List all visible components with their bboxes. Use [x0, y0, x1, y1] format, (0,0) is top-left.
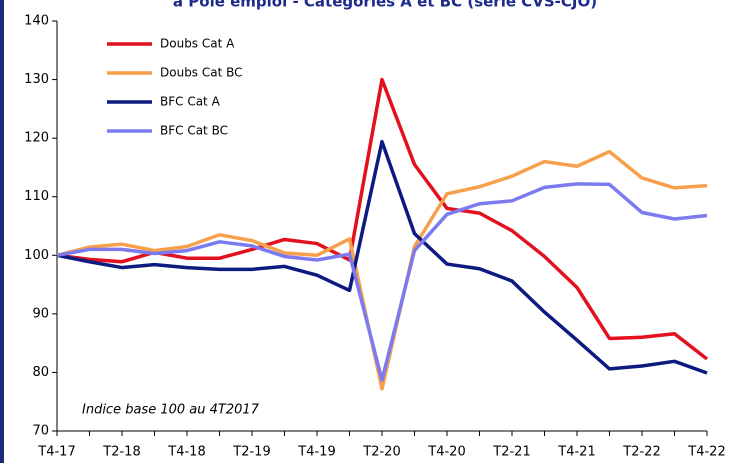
- x-tick-label: T2-21: [492, 445, 530, 460]
- annotation: Indice base 100 au 4T2017: [82, 403, 260, 418]
- series-line: [56, 149, 708, 391]
- x-tick-label: T2-20: [362, 445, 400, 460]
- series-line: [56, 139, 708, 375]
- y-tick-label: 70: [32, 424, 49, 439]
- legend-label: Doubs Cat A: [160, 37, 235, 51]
- side-bar: [0, 0, 4, 463]
- x-tick-label: T2-22: [622, 445, 660, 460]
- y-tick-label: 100: [24, 248, 49, 263]
- y-tick-label: 80: [32, 365, 49, 380]
- x-tick-label: T4-22: [687, 445, 725, 460]
- y-tick-label: 140: [24, 14, 49, 29]
- series-line: [56, 182, 708, 382]
- series-line: [56, 77, 709, 361]
- x-tick-label: T4-21: [557, 445, 595, 460]
- x-tick-label: T4-20: [427, 445, 465, 460]
- y-tick-label: 90: [32, 306, 49, 321]
- legend-label: BFC Cat A: [160, 95, 221, 109]
- legend-label: BFC Cat BC: [160, 124, 228, 138]
- y-tick-label: 120: [24, 131, 49, 146]
- x-tick-label: T4-17: [37, 445, 75, 460]
- x-tick-label: T2-18: [102, 445, 140, 460]
- x-tick-label: T4-19: [297, 445, 335, 460]
- y-tick-label: 110: [24, 189, 49, 204]
- y-tick-label: 130: [24, 72, 49, 87]
- legend-label: Doubs Cat BC: [160, 66, 243, 80]
- chart-title: à Pôle emploi - Catégories A et BC (séri…: [173, 0, 597, 11]
- x-tick-label: T4-18: [167, 445, 205, 460]
- x-tick-label: T2-19: [232, 445, 270, 460]
